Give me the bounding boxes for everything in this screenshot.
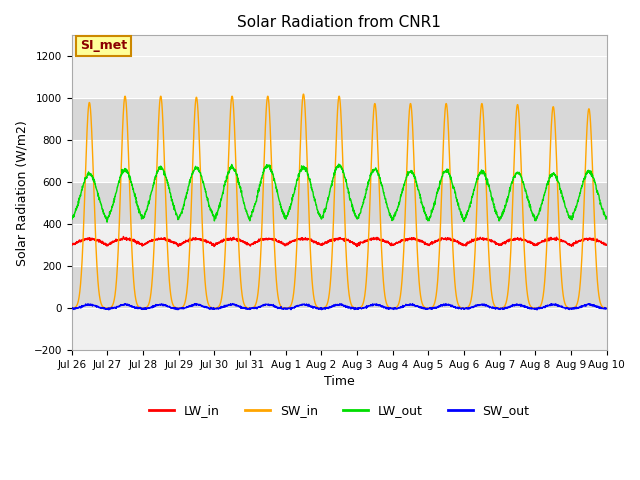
Bar bbox=[72, 182, 607, 224]
Title: Solar Radiation from CNR1: Solar Radiation from CNR1 bbox=[237, 15, 441, 30]
Bar bbox=[72, 266, 607, 308]
Bar bbox=[72, 224, 607, 266]
Y-axis label: Solar Radiation (W/m2): Solar Radiation (W/m2) bbox=[15, 120, 28, 265]
Legend: LW_in, SW_in, LW_out, SW_out: LW_in, SW_in, LW_out, SW_out bbox=[144, 399, 534, 422]
Bar bbox=[72, 98, 607, 140]
Text: SI_met: SI_met bbox=[79, 39, 127, 52]
X-axis label: Time: Time bbox=[324, 375, 355, 388]
Bar bbox=[72, 308, 607, 350]
Bar bbox=[72, 140, 607, 182]
Bar bbox=[72, 56, 607, 98]
